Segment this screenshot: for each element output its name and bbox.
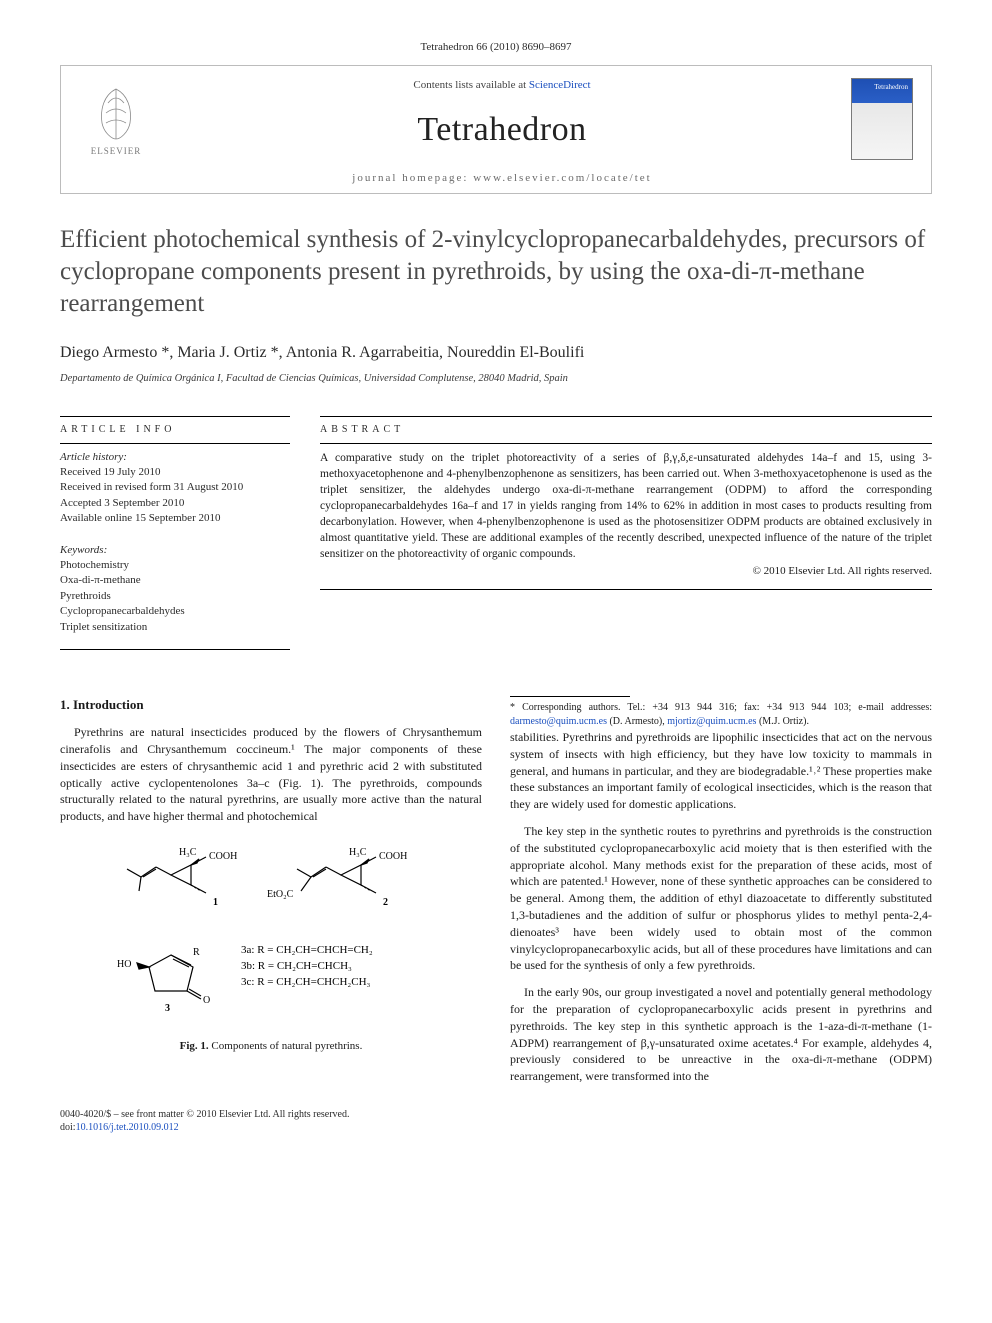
author-list: Diego Armesto *, Maria J. Ortiz *, Anton… [60, 342, 932, 364]
doi-label: doi: [60, 1122, 76, 1133]
fig1-h3c-2: H₃C [349, 847, 367, 858]
doi-link[interactable]: 10.1016/j.tet.2010.09.012 [76, 1122, 179, 1133]
fig1-o: O [203, 995, 210, 1006]
abstract-column: ABSTRACT A comparative study on the trip… [320, 410, 932, 656]
elsevier-logo: ELSEVIER [79, 78, 153, 162]
fig1-label-2: 2 [383, 897, 388, 908]
footnote-mid1: (D. Armesto), [607, 716, 667, 727]
publisher-name: ELSEVIER [91, 145, 142, 157]
email-link-2[interactable]: mjortiz@quim.ucm.es [667, 716, 756, 727]
figure-1: H₃C COOH 1 [60, 835, 482, 1054]
fig1-cooh-1: COOH [209, 851, 237, 862]
keyword: Photochemistry [60, 558, 290, 573]
fig1-label-1: 1 [213, 897, 218, 908]
footnote-prefix: * Corresponding authors. Tel.: +34 913 9… [510, 702, 932, 713]
front-matter-line: 0040-4020/$ – see front matter © 2010 El… [60, 1108, 932, 1122]
article-title: Efficient photochemical synthesis of 2-v… [60, 224, 932, 320]
corresponding-author-footnote: * Corresponding authors. Tel.: +34 913 9… [510, 696, 932, 729]
affiliation: Departamento de Química Orgánica I, Facu… [60, 372, 932, 386]
fig1-ho: HO [117, 959, 131, 970]
journal-citation: Tetrahedron 66 (2010) 8690–8697 [60, 40, 932, 55]
history-line: Received 19 July 2010 [60, 465, 290, 480]
body-paragraph: Pyrethrins are natural insecticides prod… [60, 724, 482, 825]
journal-name: Tetrahedron [169, 107, 835, 153]
contents-prefix: Contents lists available at [413, 79, 528, 91]
fig1-cooh-2: COOH [379, 851, 407, 862]
fig1-label-3: 3 [165, 1003, 170, 1014]
figure-1-caption-bold: Fig. 1. [180, 1040, 209, 1052]
email-link-1[interactable]: darmesto@quim.ucm.es [510, 716, 607, 727]
contents-available-line: Contents lists available at ScienceDirec… [169, 78, 835, 93]
cover-title: Tetrahedron [874, 83, 908, 92]
keyword: Oxa-di-π-methane [60, 573, 290, 588]
fig1-h3c-1: H₃C [179, 847, 197, 858]
body-paragraph: In the early 90s, our group investigated… [510, 984, 932, 1085]
article-info-column: ARTICLE INFO Article history: Received 1… [60, 410, 290, 656]
article-history-label: Article history: [60, 450, 290, 465]
keywords-label: Keywords: [60, 543, 290, 558]
fig1-3c-label: 3c: R = CH₂CH=CHCH₂CH₃ [241, 976, 371, 988]
masthead: ELSEVIER Contents lists available at Sci… [60, 65, 932, 195]
figure-1-caption: Components of natural pyrethrins. [209, 1040, 363, 1052]
journal-cover-thumbnail: Tetrahedron [851, 78, 913, 160]
footnote-mid2: (M.J. Ortiz). [756, 716, 809, 727]
history-line: Accepted 3 September 2010 [60, 496, 290, 511]
fig1-3b-label: 3b: R = CH₂CH=CHCH₃ [241, 960, 352, 972]
keyword: Cyclopropanecarbaldehydes [60, 604, 290, 619]
body-paragraph: stabilities. Pyrethrins and pyrethroids … [510, 729, 932, 813]
keyword: Triplet sensitization [60, 620, 290, 635]
article-body: 1. Introduction Pyrethrins are natural i… [60, 696, 932, 1086]
article-info-heading: ARTICLE INFO [60, 423, 290, 437]
history-line: Received in revised form 31 August 2010 [60, 480, 290, 495]
abstract-text: A comparative study on the triplet photo… [320, 450, 932, 563]
keyword: Pyrethroids [60, 589, 290, 604]
journal-homepage: journal homepage: www.elsevier.com/locat… [169, 171, 835, 186]
section-heading-introduction: 1. Introduction [60, 696, 482, 714]
page-footer: 0040-4020/$ – see front matter © 2010 El… [60, 1108, 932, 1135]
history-line: Available online 15 September 2010 [60, 511, 290, 526]
body-paragraph: The key step in the synthetic routes to … [510, 823, 932, 974]
abstract-heading: ABSTRACT [320, 423, 932, 437]
fig1-r: R [193, 947, 200, 958]
abstract-copyright: © 2010 Elsevier Ltd. All rights reserved… [320, 564, 932, 579]
fig1-eto2c: EtO₂C [267, 889, 294, 900]
sciencedirect-link[interactable]: ScienceDirect [529, 79, 591, 91]
fig1-3a-label: 3a: R = CH₂CH=CHCH=CH₂ [241, 944, 373, 956]
